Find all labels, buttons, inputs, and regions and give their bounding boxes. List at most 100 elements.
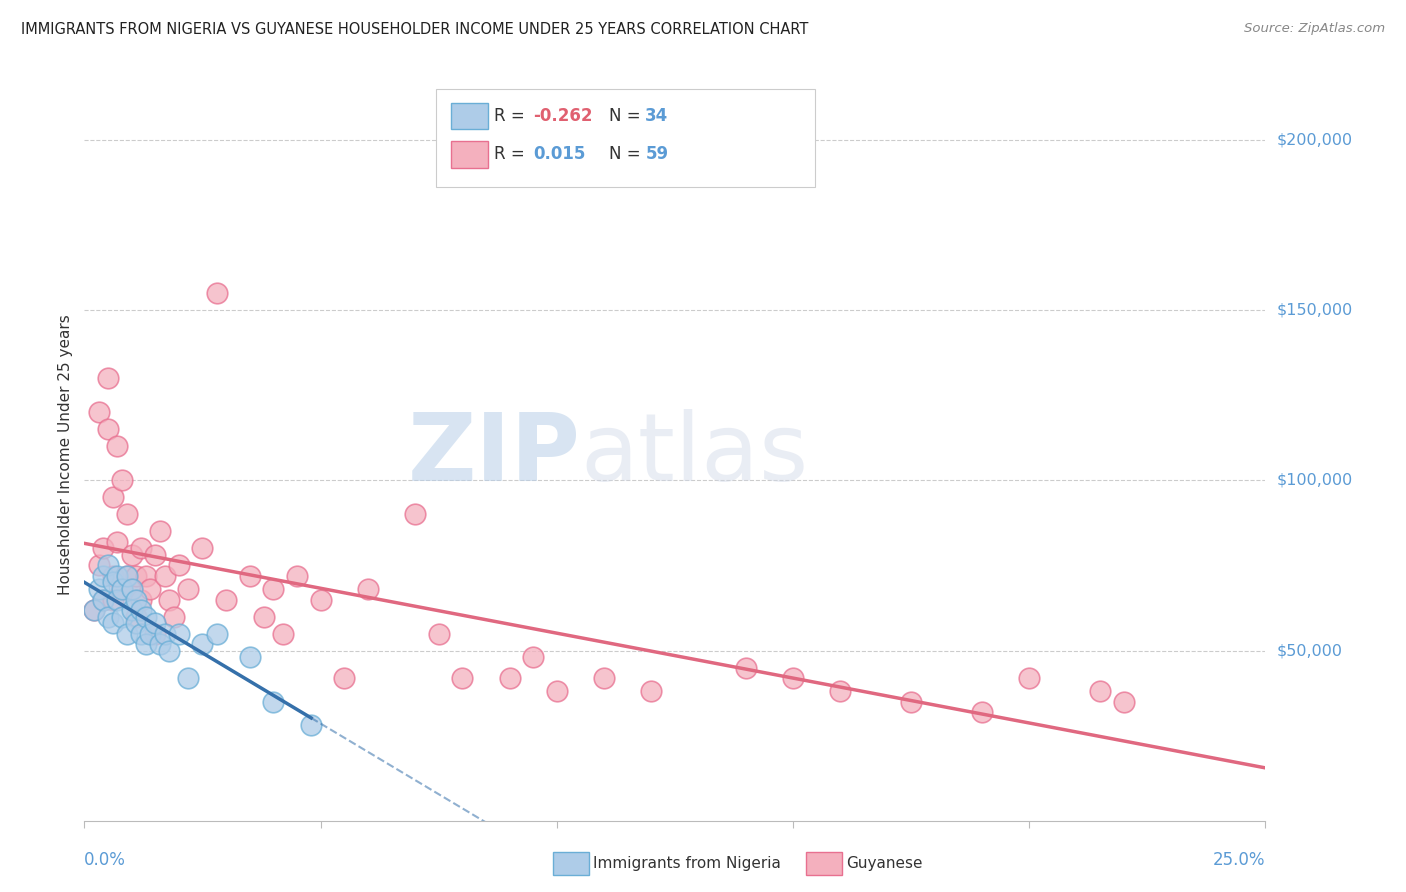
- Point: [97, 371, 120, 385]
- Text: IMMIGRANTS FROM NIGERIA VS GUYANESE HOUSEHOLDER INCOME UNDER 25 YEARS CORRELATIO: IMMIGRANTS FROM NIGERIA VS GUYANESE HOUS…: [21, 22, 808, 37]
- Point: [970, 705, 993, 719]
- Point: [262, 582, 284, 597]
- Point: [91, 541, 114, 556]
- Point: [91, 568, 114, 582]
- Point: [522, 650, 544, 665]
- Text: $100,000: $100,000: [1277, 473, 1353, 488]
- Point: [129, 592, 152, 607]
- Point: [107, 439, 129, 453]
- Point: [125, 592, 148, 607]
- Point: [97, 609, 120, 624]
- Point: [239, 650, 262, 665]
- Point: [135, 568, 157, 582]
- Text: N =: N =: [609, 145, 645, 163]
- Text: 0.0%: 0.0%: [84, 851, 127, 869]
- Text: ZIP: ZIP: [408, 409, 581, 501]
- Point: [191, 637, 214, 651]
- Point: [271, 626, 294, 640]
- Point: [262, 695, 284, 709]
- Point: [1018, 671, 1040, 685]
- Point: [546, 684, 568, 698]
- Point: [451, 671, 474, 685]
- Point: [115, 568, 138, 582]
- Point: [87, 582, 110, 597]
- Point: [167, 626, 190, 640]
- Point: [129, 541, 152, 556]
- Text: $50,000: $50,000: [1277, 643, 1343, 658]
- Text: $150,000: $150,000: [1277, 302, 1353, 318]
- Point: [111, 609, 134, 624]
- Text: R =: R =: [494, 107, 530, 125]
- Point: [97, 558, 120, 573]
- Text: N =: N =: [609, 107, 645, 125]
- Point: [143, 616, 166, 631]
- Point: [404, 508, 426, 522]
- Text: Source: ZipAtlas.com: Source: ZipAtlas.com: [1244, 22, 1385, 36]
- Point: [111, 582, 134, 597]
- Point: [205, 286, 228, 301]
- Point: [167, 558, 190, 573]
- Point: [157, 592, 180, 607]
- Point: [139, 626, 162, 640]
- Point: [121, 549, 143, 563]
- Point: [299, 718, 322, 732]
- Point: [91, 592, 114, 607]
- Point: [215, 592, 238, 607]
- Point: [107, 568, 129, 582]
- Point: [163, 609, 186, 624]
- Text: -0.262: -0.262: [533, 107, 592, 125]
- Point: [135, 637, 157, 651]
- Point: [309, 592, 332, 607]
- Point: [111, 582, 134, 597]
- Point: [121, 582, 143, 597]
- Point: [87, 405, 110, 419]
- Point: [498, 671, 520, 685]
- Point: [125, 616, 148, 631]
- Text: 34: 34: [645, 107, 669, 125]
- Point: [285, 568, 308, 582]
- Text: R =: R =: [494, 145, 530, 163]
- Point: [177, 582, 200, 597]
- Point: [101, 575, 124, 590]
- Point: [253, 609, 276, 624]
- Point: [782, 671, 804, 685]
- Point: [101, 616, 124, 631]
- Point: [177, 671, 200, 685]
- Point: [143, 549, 166, 563]
- Point: [153, 568, 176, 582]
- Text: Guyanese: Guyanese: [846, 856, 922, 871]
- Point: [239, 568, 262, 582]
- Point: [734, 660, 756, 674]
- Point: [101, 568, 124, 582]
- Point: [111, 474, 134, 488]
- Point: [91, 592, 114, 607]
- Point: [101, 491, 124, 505]
- Point: [143, 626, 166, 640]
- Point: [900, 695, 922, 709]
- Point: [87, 558, 110, 573]
- Text: 25.0%: 25.0%: [1213, 851, 1265, 869]
- Point: [115, 626, 138, 640]
- Point: [129, 626, 152, 640]
- Text: Immigrants from Nigeria: Immigrants from Nigeria: [593, 856, 782, 871]
- Point: [1112, 695, 1135, 709]
- Point: [107, 534, 129, 549]
- Point: [357, 582, 380, 597]
- Point: [115, 568, 138, 582]
- Point: [640, 684, 662, 698]
- Point: [149, 637, 172, 651]
- Text: atlas: atlas: [581, 409, 808, 501]
- Point: [205, 626, 228, 640]
- Point: [139, 582, 162, 597]
- Point: [593, 671, 616, 685]
- Point: [83, 603, 105, 617]
- Point: [115, 508, 138, 522]
- Point: [191, 541, 214, 556]
- Point: [157, 643, 180, 657]
- Point: [135, 609, 157, 624]
- Text: $200,000: $200,000: [1277, 133, 1353, 148]
- Point: [1088, 684, 1111, 698]
- Point: [830, 684, 852, 698]
- Point: [333, 671, 356, 685]
- Point: [121, 582, 143, 597]
